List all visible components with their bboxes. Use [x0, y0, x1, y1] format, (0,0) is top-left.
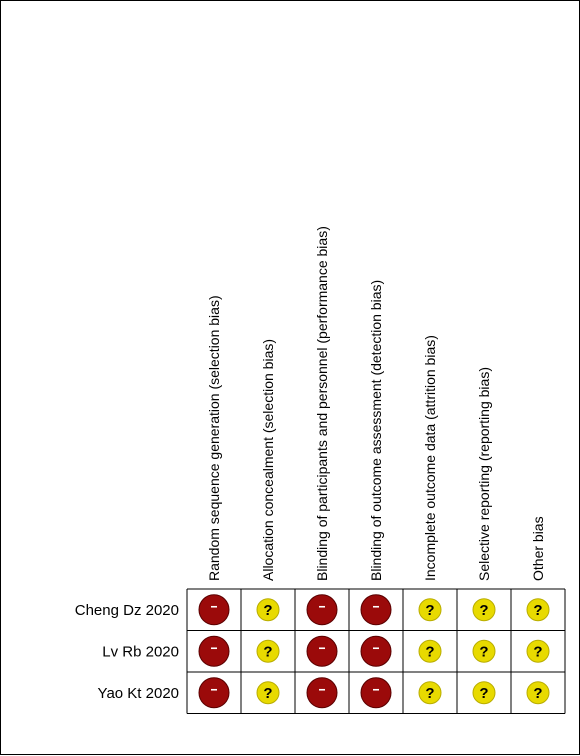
question-mark: ?: [263, 685, 272, 702]
unclear-risk-circle: [418, 598, 442, 622]
unclear-risk-icon: ?: [418, 639, 442, 663]
question-mark: ?: [533, 602, 542, 619]
unclear-risk-icon: ?: [256, 681, 280, 705]
unclear-risk-icon: ?: [418, 681, 442, 705]
high-risk-icon: [198, 677, 230, 709]
high-risk-circle: [306, 677, 338, 709]
unclear-risk-icon: ?: [256, 639, 280, 663]
high-risk-circle: [360, 594, 392, 626]
unclear-risk-icon: ?: [472, 598, 496, 622]
unclear-risk-circle: [526, 681, 550, 705]
high-risk-circle: [198, 677, 230, 709]
question-mark: ?: [479, 685, 488, 702]
question-mark: ?: [533, 643, 542, 660]
study-label: Lv Rb 2020: [102, 643, 179, 660]
unclear-risk-icon: ?: [472, 639, 496, 663]
unclear-risk-icon: ?: [256, 598, 280, 622]
high-risk-circle: [198, 635, 230, 667]
study-label: Yao Kt 2020: [98, 685, 179, 702]
high-risk-circle: [360, 635, 392, 667]
question-mark: ?: [263, 643, 272, 660]
high-risk-icon: [198, 594, 230, 626]
question-mark: ?: [425, 685, 434, 702]
unclear-risk-circle: [472, 639, 496, 663]
unclear-risk-icon: ?: [472, 681, 496, 705]
question-mark: ?: [479, 643, 488, 660]
domain-label-3: Blinding of participants and personnel (…: [314, 226, 330, 581]
unclear-risk-icon: ?: [418, 598, 442, 622]
unclear-risk-circle: [256, 639, 280, 663]
high-risk-icon: [306, 677, 338, 709]
unclear-risk-circle: [256, 598, 280, 622]
high-risk-icon: [306, 635, 338, 667]
question-mark: ?: [263, 602, 272, 619]
unclear-risk-circle: [472, 598, 496, 622]
high-risk-circle: [306, 635, 338, 667]
high-risk-icon: [360, 635, 392, 667]
unclear-risk-circle: [472, 681, 496, 705]
unclear-risk-circle: [526, 598, 550, 622]
domain-label-6: Selective reporting (reporting bias): [476, 367, 492, 581]
domain-label-4: Blinding of outcome assessment (detectio…: [368, 280, 384, 581]
high-risk-circle: [198, 594, 230, 626]
question-mark: ?: [425, 602, 434, 619]
high-risk-icon: [360, 677, 392, 709]
unclear-risk-icon: ?: [526, 598, 550, 622]
high-risk-circle: [306, 594, 338, 626]
unclear-risk-circle: [418, 639, 442, 663]
domain-label-5: Incomplete outcome data (attrition bias): [422, 335, 438, 581]
domain-label-7: Other bias: [530, 516, 546, 581]
high-risk-circle: [360, 677, 392, 709]
high-risk-icon: [360, 594, 392, 626]
unclear-risk-icon: ?: [526, 639, 550, 663]
unclear-risk-icon: ?: [526, 681, 550, 705]
unclear-risk-circle: [526, 639, 550, 663]
question-mark: ?: [479, 602, 488, 619]
unclear-risk-circle: [418, 681, 442, 705]
high-risk-icon: [198, 635, 230, 667]
question-mark: ?: [533, 685, 542, 702]
domain-label-2: Allocation concealment (selection bias): [260, 339, 276, 581]
unclear-risk-circle: [256, 681, 280, 705]
grid-lines: [186, 588, 566, 714]
question-mark: ?: [425, 643, 434, 660]
study-label: Cheng Dz 2020: [75, 602, 179, 619]
domain-label-1: Random sequence generation (selection bi…: [206, 295, 222, 581]
high-risk-icon: [306, 594, 338, 626]
